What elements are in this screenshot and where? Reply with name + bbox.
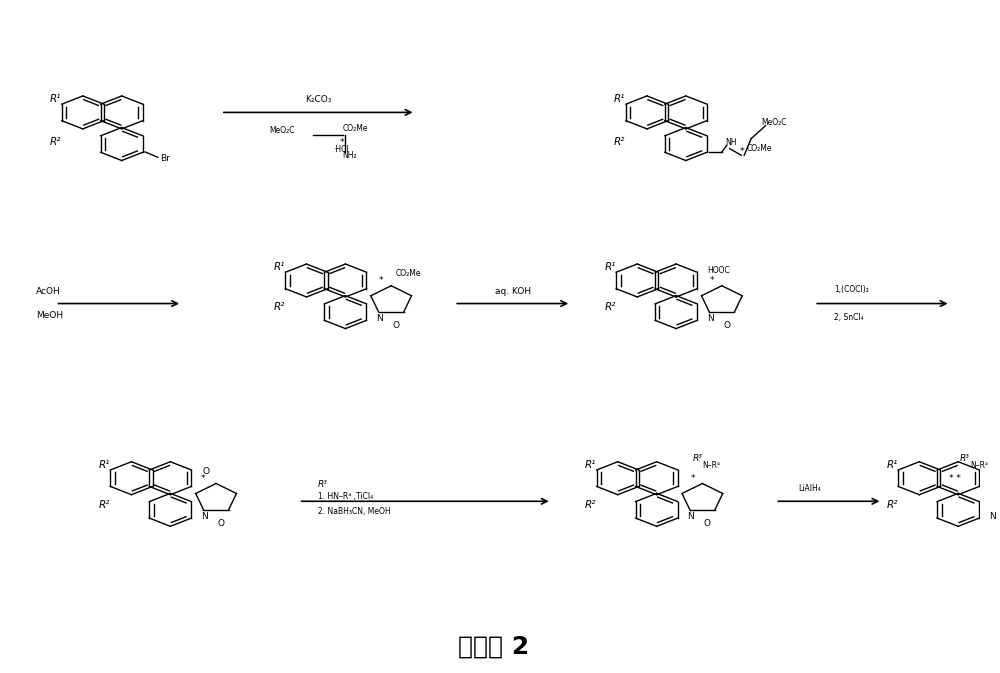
Text: R²: R² — [604, 302, 616, 312]
Text: *: * — [739, 147, 744, 156]
Text: AcOH: AcOH — [36, 287, 61, 295]
Text: R¹: R¹ — [99, 460, 110, 470]
Text: R²: R² — [614, 137, 625, 147]
Text: R²: R² — [886, 499, 898, 509]
Text: aq. KOH: aq. KOH — [495, 287, 531, 295]
Text: N–R⁴: N–R⁴ — [970, 460, 988, 470]
Text: R¹: R¹ — [50, 94, 61, 104]
Text: R³: R³ — [960, 454, 970, 463]
Text: R³: R³ — [318, 481, 328, 489]
Text: N: N — [707, 314, 714, 323]
Text: N–R⁴: N–R⁴ — [702, 460, 720, 470]
Text: 2, SnCl₄: 2, SnCl₄ — [834, 314, 863, 322]
Text: O: O — [217, 518, 224, 528]
Text: O: O — [393, 321, 400, 330]
Text: R¹: R¹ — [604, 262, 616, 273]
Text: N: N — [201, 512, 208, 521]
Text: R²: R² — [585, 499, 596, 509]
Text: O: O — [704, 518, 711, 528]
Text: *: * — [710, 276, 714, 285]
Text: 2. NaBH₃CN, MeOH: 2. NaBH₃CN, MeOH — [318, 507, 391, 516]
Text: MeOH: MeOH — [36, 312, 63, 320]
Text: MeO₂C: MeO₂C — [270, 126, 295, 135]
Text: N: N — [989, 512, 996, 521]
Text: ·HCl: ·HCl — [333, 145, 348, 154]
Text: R¹: R¹ — [274, 262, 285, 273]
Text: N: N — [376, 314, 383, 323]
Text: R²: R² — [274, 302, 285, 312]
Text: CO₂Me: CO₂Me — [396, 269, 422, 279]
Text: R²: R² — [50, 137, 61, 147]
Text: 方程式 2: 方程式 2 — [458, 634, 529, 658]
Text: *: * — [201, 474, 206, 483]
Text: O: O — [723, 321, 730, 330]
Text: N: N — [687, 512, 694, 521]
Text: HOOC: HOOC — [707, 266, 730, 275]
Text: CO₂Me: CO₂Me — [343, 125, 368, 133]
Text: Br: Br — [161, 154, 170, 163]
Text: 1,(COCl)₂: 1,(COCl)₂ — [834, 285, 869, 293]
Text: O: O — [203, 467, 210, 476]
Text: CO₂Me: CO₂Me — [746, 144, 772, 153]
Text: *: * — [340, 137, 347, 147]
Text: R²: R² — [99, 499, 110, 509]
Text: NH₂: NH₂ — [343, 151, 357, 160]
Text: NH: NH — [725, 137, 736, 147]
Text: R¹: R¹ — [614, 94, 625, 104]
Text: *: * — [379, 276, 384, 285]
Text: MeO₂C: MeO₂C — [761, 118, 786, 127]
Text: *: * — [690, 474, 695, 483]
Text: R¹: R¹ — [585, 460, 596, 470]
Text: R¹: R¹ — [886, 460, 898, 470]
Text: K₂CO₃: K₂CO₃ — [305, 96, 331, 104]
Text: LiAlH₄: LiAlH₄ — [798, 485, 821, 493]
Text: * *: * * — [949, 474, 961, 483]
Text: 1. HN–R⁴ ,TiCl₄: 1. HN–R⁴ ,TiCl₄ — [318, 491, 373, 501]
Text: R³: R³ — [693, 454, 703, 463]
